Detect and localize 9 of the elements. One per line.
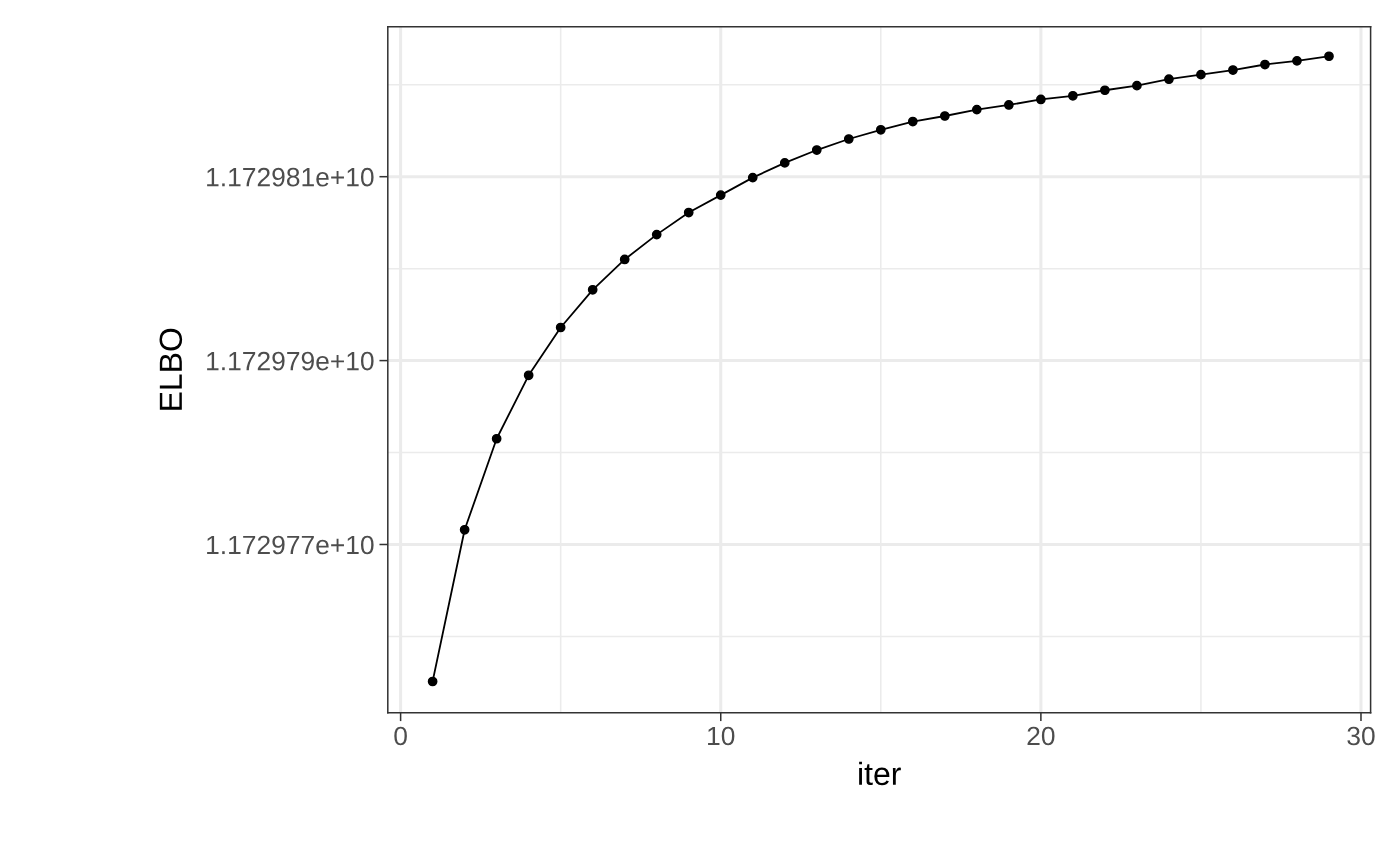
y-tick-label: 1.172977e+10	[207, 535, 374, 555]
x-tick-label: 20	[1027, 726, 1055, 746]
y-axis-title: ELBO	[159, 328, 183, 410]
x-tick-label: 30	[1347, 726, 1375, 746]
x-tick-label: 10	[708, 726, 735, 746]
x-axis-title: iter	[859, 761, 901, 786]
y-tick-label: 1.172981e+10	[207, 167, 374, 187]
x-tick-label: 0	[394, 726, 407, 746]
y-tick-label: 1.172979e+10	[207, 351, 374, 371]
